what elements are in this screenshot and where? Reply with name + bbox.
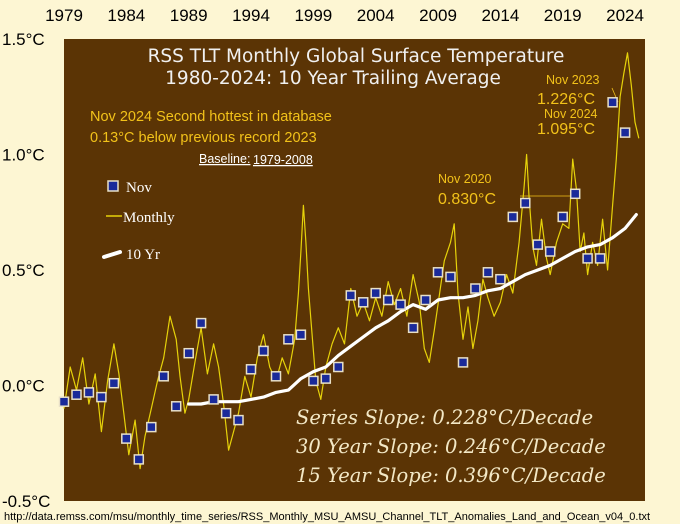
x-tick-label: 2024 xyxy=(606,6,644,25)
nov-point xyxy=(482,267,494,278)
nov-point xyxy=(619,127,631,138)
x-tick-label: 2009 xyxy=(419,6,457,25)
nov-point xyxy=(96,391,107,403)
nov-point xyxy=(71,389,82,400)
annotation-2020-value: 0.830°C xyxy=(438,191,496,208)
chart-subtitle: 1980-2024: 10 Year Trailing Average xyxy=(165,68,501,89)
nov-point xyxy=(233,414,244,426)
nov-point xyxy=(420,294,431,306)
nov-point xyxy=(245,364,257,375)
legend-label-10yr: 10 Yr xyxy=(126,247,160,263)
nov-point xyxy=(121,433,132,444)
nov-point xyxy=(320,373,332,384)
y-tick-label: 0.5°C xyxy=(2,261,45,280)
nov-point xyxy=(557,211,568,223)
annotation-2020-label: Nov 2020 xyxy=(438,172,492,186)
chart-title: RSS TLT Monthly Global Surface Temperatu… xyxy=(148,46,565,67)
nov-point xyxy=(495,273,506,285)
nov-point xyxy=(295,329,307,340)
nov-point xyxy=(170,401,182,412)
annotation-2023-value: 1.226°C xyxy=(537,91,595,108)
y-tick-label: 0.0°C xyxy=(2,377,45,396)
nov-point xyxy=(333,361,344,373)
nov-point xyxy=(58,396,70,407)
nov-point xyxy=(445,271,456,283)
nov-point xyxy=(108,377,120,389)
nov-point xyxy=(146,421,157,433)
y-axis-ticks: 1.5°C 1.0°C 0.5°C 0.0°C -0.5°C xyxy=(2,30,50,511)
nov-point xyxy=(208,394,219,405)
legend-label-monthly: Monthly xyxy=(123,210,175,226)
nov-point xyxy=(195,317,207,329)
nov-point xyxy=(83,387,95,398)
nov-point xyxy=(308,375,319,387)
plot-area xyxy=(64,39,645,501)
x-tick-label: 1994 xyxy=(232,6,270,25)
x-tick-label: 1999 xyxy=(294,6,332,25)
x-tick-label: 1979 xyxy=(45,6,83,25)
slope-15yr: 15 Year Slope: 0.396°C/Decade xyxy=(296,464,606,487)
y-tick-label: 1.5°C xyxy=(2,30,45,49)
legend: Nov Monthly 10 Yr xyxy=(102,180,175,263)
annotation-2024-value: 1.095°C xyxy=(537,121,595,138)
baseline-label: Baseline: xyxy=(199,152,250,166)
nov-point xyxy=(370,287,381,299)
nov-point xyxy=(607,97,618,108)
nov-point xyxy=(183,347,194,359)
x-axis-ticks: 1979 1984 1989 1994 1999 2004 2009 2014 2019 2024 xyxy=(45,6,644,25)
nov-point xyxy=(532,239,544,250)
nov-point xyxy=(594,253,606,264)
annotation-2023-label: Nov 2023 xyxy=(546,73,600,87)
nov-point xyxy=(544,246,556,257)
nov-point xyxy=(158,371,169,382)
y-tick-label: -0.5°C xyxy=(2,492,50,511)
nov-point xyxy=(407,322,419,334)
series-line-monthly xyxy=(63,52,640,470)
nov-point xyxy=(270,371,282,382)
baseline-value: 1979-2008 xyxy=(253,153,313,167)
note-line-1: Nov 2024 Second hottest in database xyxy=(90,109,332,125)
nov-point xyxy=(345,290,357,301)
nov-point xyxy=(507,211,519,223)
nov-point xyxy=(133,454,145,465)
nov-point xyxy=(457,357,469,368)
nov-point xyxy=(258,345,269,357)
series-line-10yr xyxy=(187,213,638,406)
annotation-2024-label: Nov 2024 xyxy=(544,107,598,121)
slope-30yr: 30 Year Slope: 0.246°C/Decade xyxy=(296,435,606,458)
note-line-2: 0.13°C below previous record 2023 xyxy=(90,130,317,146)
nov-point xyxy=(357,297,369,308)
source-url: http://data.remss.com/msu/monthly_time_s… xyxy=(4,511,650,523)
x-tick-label: 1989 xyxy=(170,6,208,25)
legend-label-nov: Nov xyxy=(126,180,152,196)
nov-point xyxy=(395,299,406,310)
nov-point xyxy=(582,253,593,264)
x-tick-label: 2014 xyxy=(481,6,519,25)
legend-swatch-nov xyxy=(107,180,119,192)
slope-series: Series Slope: 0.228°C/Decade xyxy=(296,406,593,429)
x-tick-label: 1984 xyxy=(107,6,145,25)
y-tick-label: 1.0°C xyxy=(2,146,45,165)
x-tick-label: 2004 xyxy=(357,6,395,25)
x-tick-label: 2019 xyxy=(544,6,582,25)
legend-swatch-10yr xyxy=(102,250,122,259)
nov-point xyxy=(220,407,232,419)
nov-point xyxy=(382,294,394,306)
nov-point xyxy=(470,283,481,294)
nov-point xyxy=(520,197,531,209)
nov-point xyxy=(283,334,294,345)
nov-point xyxy=(569,188,581,200)
nov-point xyxy=(432,267,444,278)
